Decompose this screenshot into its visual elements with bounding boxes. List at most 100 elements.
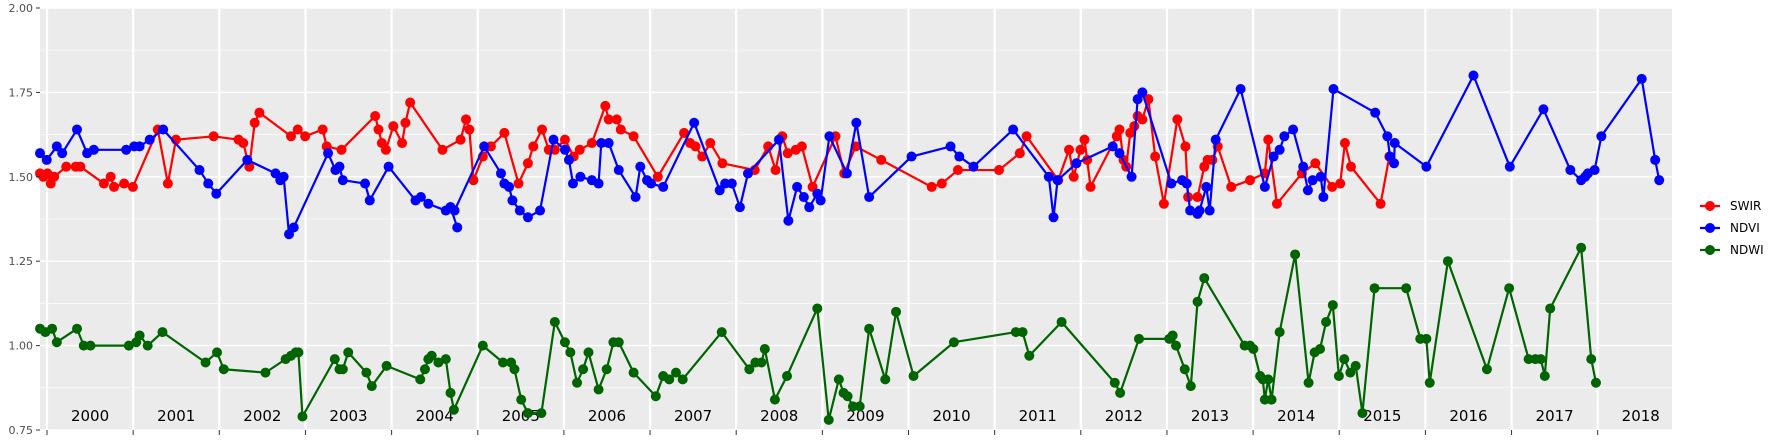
data-point: [804, 202, 815, 213]
data-point: [1339, 138, 1350, 149]
data-point: [603, 138, 614, 149]
data-point: [936, 178, 947, 189]
data-point: [194, 165, 205, 176]
data-point: [537, 124, 548, 135]
data-point: [1290, 249, 1301, 260]
data-point: [509, 364, 520, 375]
series-swir: [35, 94, 1395, 209]
data-point: [479, 141, 490, 152]
y-tick-label: 0.75: [9, 424, 34, 437]
data-point: [876, 154, 887, 165]
year-label: 2008: [760, 407, 798, 425]
data-point: [1064, 144, 1075, 155]
data-point: [499, 127, 510, 138]
year-label: 2004: [416, 407, 454, 425]
data-point: [611, 114, 622, 125]
y-tick-label: 1.50: [9, 171, 34, 184]
data-point: [134, 330, 145, 341]
data-point: [1167, 330, 1178, 341]
data-point: [744, 364, 755, 375]
data-point: [1150, 151, 1161, 162]
year-label: 2012: [1105, 407, 1143, 425]
data-point: [1204, 205, 1215, 216]
data-point: [586, 138, 597, 149]
y-tick-label: 1.00: [9, 340, 34, 353]
data-point: [61, 161, 72, 172]
data-point: [158, 124, 169, 135]
data-point: [1133, 333, 1144, 344]
data-point: [1180, 141, 1191, 152]
data-point: [559, 337, 570, 348]
data-point: [559, 134, 570, 145]
data-point: [1382, 131, 1393, 142]
data-point: [559, 144, 570, 155]
data-point: [842, 391, 853, 402]
data-point: [504, 181, 515, 192]
data-point: [415, 192, 426, 203]
data-point: [1071, 158, 1082, 169]
data-point: [1226, 181, 1237, 192]
data-point: [51, 337, 62, 348]
data-point: [628, 131, 639, 142]
data-point: [1107, 141, 1118, 152]
data-point: [782, 370, 793, 381]
data-point: [370, 111, 381, 122]
data-point: [383, 161, 394, 172]
data-point: [792, 181, 803, 192]
data-point: [254, 107, 265, 118]
data-point: [1298, 161, 1309, 172]
data-point: [1339, 354, 1350, 365]
year-label: 2009: [846, 407, 884, 425]
data-point: [1137, 87, 1148, 98]
data-point: [945, 141, 956, 152]
data-point: [208, 131, 219, 142]
data-point: [1248, 343, 1259, 354]
data-point: [1545, 303, 1556, 314]
data-point: [1421, 161, 1432, 172]
data-point: [1350, 360, 1361, 371]
data-point: [1137, 114, 1148, 125]
data-point: [415, 374, 426, 385]
data-point: [549, 316, 560, 327]
data-point: [593, 384, 604, 395]
data-point: [1021, 131, 1032, 142]
data-point: [419, 364, 430, 375]
data-point: [1056, 316, 1067, 327]
data-point: [1650, 154, 1661, 165]
data-point: [292, 124, 303, 135]
data-point: [1274, 144, 1285, 155]
data-point: [1335, 178, 1346, 189]
data-point: [716, 327, 727, 338]
data-point: [1245, 175, 1256, 186]
data-point: [337, 175, 348, 186]
data-point: [891, 306, 902, 317]
data-point: [397, 138, 408, 149]
data-point: [1014, 148, 1025, 159]
data-point: [1210, 134, 1221, 145]
data-point: [364, 195, 375, 206]
legend-label: NDWI: [1730, 243, 1764, 257]
data-point: [630, 192, 641, 203]
data-point: [88, 144, 99, 155]
data-point: [1481, 364, 1492, 375]
data-point: [1369, 283, 1380, 294]
data-point: [495, 168, 506, 179]
data-point: [1421, 333, 1432, 344]
year-label: 2015: [1363, 407, 1401, 425]
data-point: [522, 212, 533, 223]
data-point: [1468, 70, 1479, 81]
data-point: [105, 171, 116, 182]
data-point: [1345, 367, 1356, 378]
data-point: [134, 141, 145, 152]
data-point: [670, 367, 681, 378]
data-point: [286, 131, 297, 142]
data-point: [1424, 377, 1435, 388]
data-point: [1539, 370, 1550, 381]
year-label: 2007: [674, 407, 712, 425]
data-point: [528, 141, 539, 152]
data-point: [1279, 131, 1290, 142]
y-tick-label: 2.00: [9, 2, 34, 15]
data-point: [1327, 300, 1338, 311]
data-point: [1079, 134, 1090, 145]
y-axis: 0.75 1.00 1.25 1.50 1.75 2.00: [9, 2, 40, 437]
